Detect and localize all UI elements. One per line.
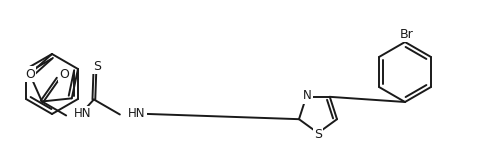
Text: HN: HN <box>74 107 92 120</box>
Text: N: N <box>303 89 312 102</box>
Text: Br: Br <box>400 28 414 41</box>
Text: O: O <box>25 68 35 81</box>
Text: S: S <box>314 129 322 142</box>
Text: O: O <box>59 68 69 81</box>
Text: HN: HN <box>128 107 145 120</box>
Text: S: S <box>93 60 101 73</box>
